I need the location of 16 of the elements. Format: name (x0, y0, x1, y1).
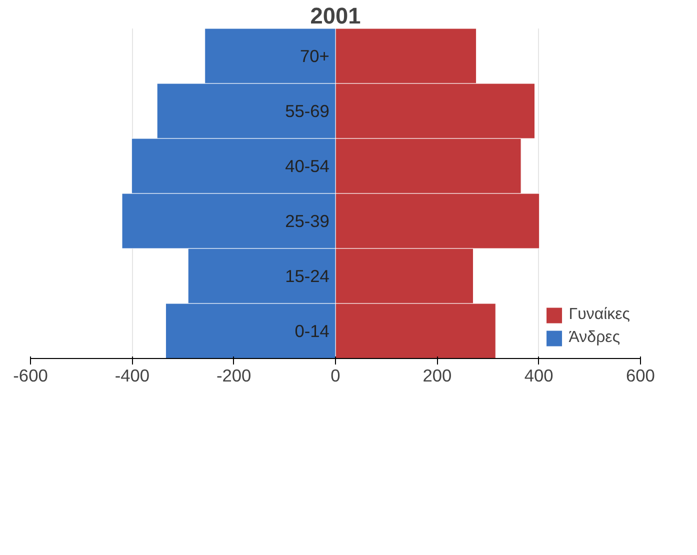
chart-title: 2001 (310, 2, 361, 28)
x-tick-label: 600 (626, 366, 655, 386)
x-tick-label: 200 (422, 366, 452, 386)
x-tick-label: -600 (13, 366, 48, 386)
x-tick-label: 400 (524, 366, 554, 386)
y-tick-label: 0-14 (294, 321, 330, 341)
y-tick-label: 25-39 (285, 211, 330, 231)
x-tick-label: -200 (216, 366, 252, 386)
y-tick-label: 70+ (300, 46, 330, 66)
y-tick-label: 55-69 (285, 101, 330, 121)
x-tick-label: -400 (114, 366, 150, 386)
y-tick-label: 40-54 (285, 156, 330, 176)
legend-label: Γυναίκες (568, 306, 630, 324)
x-tick-label: 0 (330, 366, 340, 386)
y-tick-label: 15-24 (285, 266, 330, 286)
legend-label: Άνδρες (568, 329, 620, 347)
